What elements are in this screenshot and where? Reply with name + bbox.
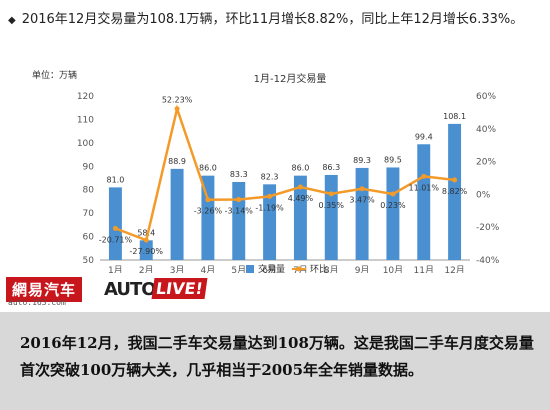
mom-point-9 [359, 186, 365, 192]
bar-2 [139, 240, 153, 260]
mom-value-label: 11.01% [408, 183, 439, 192]
bar-4 [201, 175, 215, 260]
diamond-bullet-icon: ◆ [8, 15, 16, 26]
netease-auto-url: auto.163.com [8, 298, 66, 307]
x-tick-label: 11月 [414, 265, 434, 273]
mom-point-1 [112, 225, 118, 231]
legend-line-marker [296, 266, 302, 272]
bar-value-label: 86.3 [322, 163, 340, 172]
bar-3 [170, 168, 184, 260]
y-left-tick-label: 110 [77, 115, 94, 125]
mom-point-10 [390, 191, 396, 197]
bar-value-label: 86.0 [199, 164, 217, 173]
y-left-tick-label: 80 [83, 186, 95, 196]
mom-value-label: 0.23% [380, 201, 406, 210]
bar-value-label: 88.9 [168, 157, 186, 166]
bar-5 [232, 181, 246, 260]
bar-value-label: 89.5 [384, 155, 402, 164]
bar-value-label: 83.3 [230, 170, 248, 179]
x-tick-label: 4月 [201, 265, 216, 273]
x-tick-label: 3月 [170, 265, 185, 273]
autolive-logo-live: LIVE! [151, 278, 208, 299]
mom-value-label: -1.19% [255, 203, 284, 212]
y-left-tick-label: 70 [83, 209, 95, 219]
y-right-tick-label: 20% [476, 158, 496, 168]
mom-value-label: 0.35% [319, 201, 345, 210]
x-tick-label: 2月 [139, 265, 154, 273]
mom-point-6 [267, 193, 273, 199]
mom-line [114, 104, 455, 242]
bar-6 [263, 184, 277, 260]
bar-1 [108, 187, 122, 260]
bar-value-label: 82.3 [261, 172, 279, 181]
mom-value-label: -20.71% [99, 235, 133, 244]
bar-11 [417, 144, 431, 260]
mom-point-12 [452, 177, 458, 183]
mom-value-label: 8.82% [442, 187, 468, 196]
bar-value-label: 108.1 [443, 112, 466, 121]
chart-plot-area: 50 60 70 80 90 100 110 120 -40% -20% 0% 20% 40% 60% 81… [77, 92, 500, 273]
bar-value-label: 86.0 [292, 164, 310, 173]
x-tick-label: 6月 [262, 265, 277, 273]
headline: ◆ 2016年12月交易量为108.1万辆，环比11月增长8.82%，同比上年12… [8, 8, 523, 27]
mom-point-11 [421, 173, 427, 179]
bar-8 [324, 174, 338, 260]
bar-10 [386, 167, 400, 260]
bar-7 [293, 175, 307, 260]
y-right-tick-label: -40% [476, 256, 500, 266]
mom-value-label: -3.14% [225, 207, 254, 216]
x-tick-label: 5月 [231, 265, 246, 273]
mom-point-4 [205, 197, 211, 203]
mom-value-label: 3.47% [349, 196, 375, 205]
legend-bar-label: 交易量 [258, 263, 285, 273]
bar-value-label: 99.4 [415, 132, 433, 141]
mom-value-label: 52.23% [162, 96, 193, 105]
y-right-tick-label: 0% [476, 190, 491, 200]
legend-bar-swatch [246, 265, 254, 273]
x-tick-label: 10月 [383, 265, 403, 273]
chart-unit-label: 单位：万辆 [32, 69, 77, 81]
y-right-tick-label: 40% [476, 125, 496, 135]
bar-value-label: 81.0 [107, 175, 125, 184]
legend-line-label: 环比 [310, 263, 328, 273]
mom-value-label: -3.26% [194, 207, 223, 216]
y-right-tick-label: -20% [476, 223, 500, 233]
chart-title: 1月-12月交易量 [254, 72, 327, 85]
bar-12 [448, 123, 462, 260]
mom-value-label: 4.49% [288, 194, 314, 203]
mom-value-label: -27.90% [130, 247, 164, 256]
y-left-tick-label: 60 [83, 233, 95, 243]
y-left-tick-label: 120 [77, 92, 94, 102]
y-left-tick-label: 90 [83, 162, 95, 172]
watermark-logos: 網易汽车 auto.163.com AUTO LIVE! [0, 273, 550, 310]
netease-auto-logo: 網易汽车 [6, 277, 83, 302]
caption-box: 2016年12月，我国二手车交易量达到108万辆。这是我国二手车月度交易量首次突… [0, 312, 550, 410]
bar-value-label: 58.4 [137, 228, 155, 237]
trade-volume-chart: 单位：万辆 1月-12月交易量 50 60 70 80 90 100 110 120 -40% -… [32, 69, 500, 273]
y-left-tick-label: 100 [77, 139, 94, 149]
y-left-tick-label: 50 [83, 256, 95, 266]
mom-point-8 [328, 191, 334, 197]
mom-point-2 [143, 237, 149, 243]
autolive-logo-auto: AUTO [104, 279, 157, 300]
headline-text: 2016年12月交易量为108.1万辆，环比11月增长8.82%，同比上年12月… [21, 12, 524, 27]
mom-point-5 [236, 197, 242, 203]
x-tick-label: 8月 [324, 265, 339, 273]
x-tick-label: 9月 [355, 265, 370, 273]
caption-text: 2016年12月，我国二手车交易量达到108万辆。这是我国二手车月度交易量首次突… [20, 334, 534, 379]
bar-value-label: 89.3 [353, 156, 371, 165]
bar-9 [355, 167, 369, 260]
x-tick-label: 12月 [444, 265, 464, 273]
mom-point-7 [297, 184, 303, 190]
y-right-tick-label: 60% [476, 92, 496, 102]
mom-point-3 [174, 106, 180, 112]
x-tick-label: 1月 [108, 265, 123, 273]
